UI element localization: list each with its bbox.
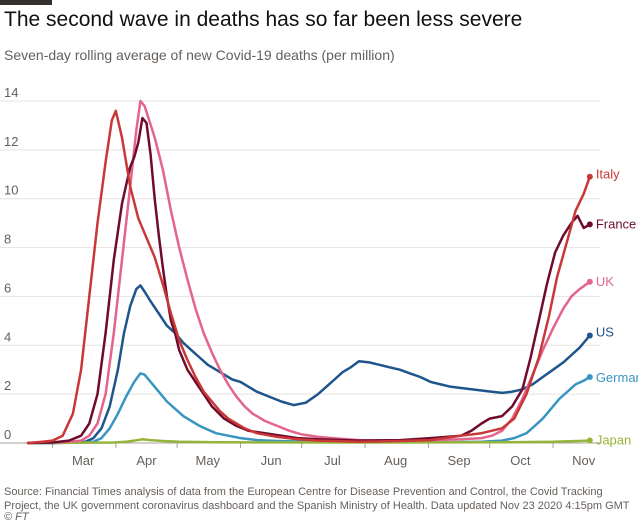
- y-tick-label: 8: [4, 232, 11, 247]
- y-tick-label: 10: [4, 183, 18, 198]
- series-line-italy: [26, 109, 592, 445]
- x-tick-label: Oct: [510, 453, 531, 468]
- x-tick-label: Jul: [324, 453, 341, 468]
- series-line-france: [26, 116, 592, 445]
- y-tick-label: 12: [4, 134, 18, 149]
- series-end-dot-uk: [586, 278, 593, 285]
- x-tick-label: May: [196, 453, 221, 468]
- series-end-dot-japan: [586, 437, 593, 444]
- x-tick-label: Mar: [72, 453, 95, 468]
- y-tick-label: 6: [4, 280, 11, 295]
- series-lines: [26, 99, 592, 445]
- series-end-dot-us: [586, 332, 593, 339]
- series-labels: Italy France UK US Germany Japan: [586, 167, 638, 448]
- y-tick-label: 4: [4, 329, 11, 344]
- series-label-japan: Japan: [596, 433, 631, 448]
- x-tick-label: Jun: [261, 453, 282, 468]
- series-label-us: US: [596, 325, 614, 340]
- axes: 0 2 4 6 8 10 12 14 Mar Apr May Jun Jul Aug Sep Oct Nov: [4, 85, 596, 468]
- chart-title: The second wave in deaths has so far bee…: [4, 8, 523, 31]
- series-label-germany: Germany: [596, 370, 638, 385]
- x-tick-label: Aug: [384, 453, 407, 468]
- series-end-dot-france: [586, 221, 593, 228]
- x-tick-label: Apr: [136, 453, 157, 468]
- series-line-japan: [26, 438, 592, 445]
- title-accent-bar: [0, 0, 52, 5]
- series-end-dot-italy: [586, 173, 593, 180]
- y-tick-label: 2: [4, 378, 11, 393]
- y-tick-label: 0: [4, 427, 11, 442]
- series-end-dot-germany: [586, 374, 593, 381]
- x-tick-label: Nov: [572, 453, 596, 468]
- series-line-us: [26, 284, 592, 445]
- source-note: Source: Financial Times analysis of data…: [4, 486, 630, 512]
- line-chart: 0 2 4 6 8 10 12 14 Mar Apr May Jun Jul Aug Sep Oct Nov I…: [0, 85, 638, 468]
- x-tick-label: Sep: [448, 453, 471, 468]
- series-label-uk: UK: [596, 274, 614, 289]
- series-label-france: France: [596, 216, 636, 231]
- series-line-germany: [26, 372, 592, 445]
- ft-credit: © FT: [4, 511, 29, 523]
- series-label-italy: Italy: [596, 167, 620, 182]
- chart-subtitle: Seven-day rolling average of new Covid-1…: [4, 47, 395, 63]
- y-tick-label: 14: [4, 85, 18, 100]
